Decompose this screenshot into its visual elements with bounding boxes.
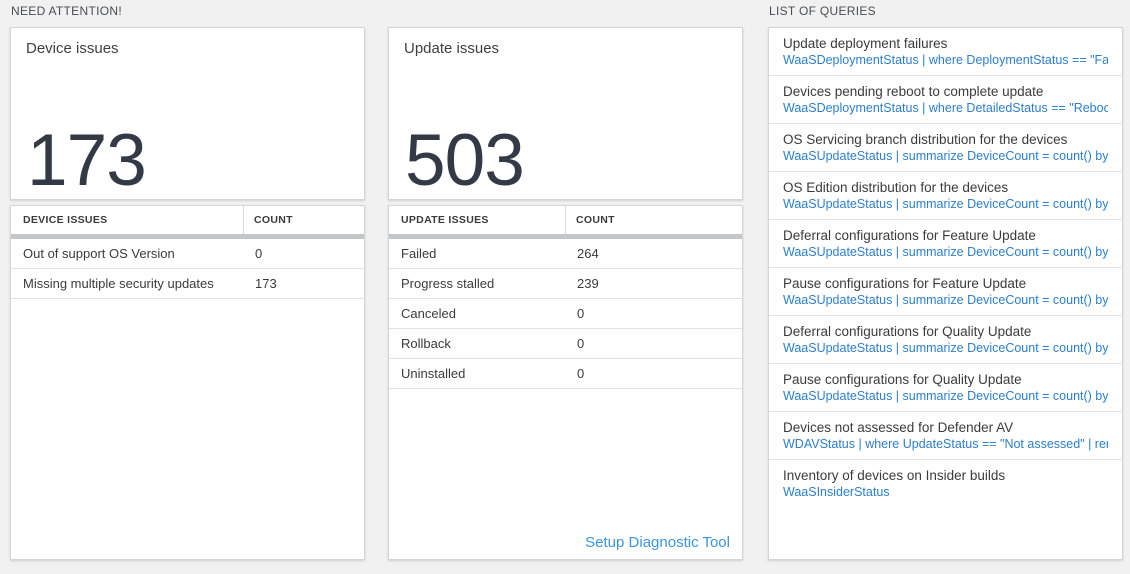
query-title: Devices not assessed for Defender AV: [783, 420, 1014, 435]
table-row[interactable]: Rollback 0: [389, 329, 742, 359]
column-header-count: COUNT: [576, 214, 615, 226]
query-text: WaaSInsiderStatus: [783, 485, 890, 499]
device-issues-title: Device issues: [26, 40, 119, 57]
query-title: Deferral configurations for Quality Upda…: [783, 324, 1032, 339]
device-issues-count: 173: [27, 120, 147, 201]
query-title: Pause configurations for Quality Update: [783, 372, 1022, 387]
device-issues-table: DEVICE ISSUES COUNT Out of support OS Ve…: [10, 205, 365, 560]
list-of-queries-section-header: LIST OF QUERIES: [769, 4, 876, 18]
query-text: WaaSUpdateStatus | summarize DeviceCount…: [783, 293, 1108, 307]
query-item[interactable]: Deferral configurations for Quality Upda…: [769, 316, 1122, 364]
table-row[interactable]: Missing multiple security updates 173: [11, 269, 364, 299]
query-item[interactable]: Deferral configurations for Feature Upda…: [769, 220, 1122, 268]
table-header-divider: [389, 234, 742, 239]
need-attention-section-header: NEED ATTENTION!: [11, 4, 122, 18]
column-header-device-issues: DEVICE ISSUES: [11, 206, 244, 234]
setup-diagnostic-tool-link[interactable]: Setup Diagnostic Tool: [585, 534, 730, 551]
update-issues-tile[interactable]: Update issues 503: [388, 27, 743, 200]
query-text: WaaSDeploymentStatus | where DetailedSta…: [783, 101, 1108, 115]
query-item[interactable]: OS Edition distribution for the devices …: [769, 172, 1122, 220]
update-issues-table-header: UPDATE ISSUES COUNT: [389, 206, 742, 234]
issue-label: Canceled: [401, 306, 456, 321]
issue-count: 0: [255, 246, 263, 261]
issue-label: Uninstalled: [401, 366, 466, 381]
query-item[interactable]: Update deployment failures WaaSDeploymen…: [769, 28, 1122, 76]
column-header-update-issues: UPDATE ISSUES: [389, 206, 566, 234]
table-row[interactable]: Failed 264: [389, 239, 742, 269]
issue-count: 0: [577, 336, 585, 351]
query-text: WaaSUpdateStatus | summarize DeviceCount…: [783, 149, 1108, 163]
issue-label: Failed: [401, 246, 437, 261]
device-issues-tile[interactable]: Device issues 173: [10, 27, 365, 200]
query-item[interactable]: Inventory of devices on Insider builds W…: [769, 460, 1122, 507]
update-issues-table: UPDATE ISSUES COUNT Failed 264 Progress …: [388, 205, 743, 560]
column-header-count: COUNT: [254, 214, 293, 226]
issue-label: Progress stalled: [401, 276, 495, 291]
table-row[interactable]: Progress stalled 239: [389, 269, 742, 299]
query-title: Update deployment failures: [783, 36, 948, 51]
query-text: WDAVStatus | where UpdateStatus == "Not …: [783, 437, 1108, 451]
query-item[interactable]: Pause configurations for Quality Update …: [769, 364, 1122, 412]
list-of-queries-panel: Update deployment failures WaaSDeploymen…: [768, 27, 1123, 560]
table-row[interactable]: Canceled 0: [389, 299, 742, 329]
query-item[interactable]: Devices not assessed for Defender AV WDA…: [769, 412, 1122, 460]
issue-count: 0: [577, 366, 585, 381]
query-title: OS Edition distribution for the devices: [783, 180, 1009, 195]
table-row[interactable]: Uninstalled 0: [389, 359, 742, 389]
issue-count: 239: [577, 276, 599, 291]
query-text: WaaSUpdateStatus | summarize DeviceCount…: [783, 245, 1108, 259]
query-title: Inventory of devices on Insider builds: [783, 468, 1006, 483]
query-title: Devices pending reboot to complete updat…: [783, 84, 1044, 99]
query-title: Pause configurations for Feature Update: [783, 276, 1027, 291]
table-header-divider: [11, 234, 364, 239]
issue-label: Missing multiple security updates: [23, 276, 214, 291]
issue-label: Out of support OS Version: [23, 246, 175, 261]
issue-count: 173: [255, 276, 277, 291]
issue-count: 264: [577, 246, 599, 261]
device-issues-table-header: DEVICE ISSUES COUNT: [11, 206, 364, 234]
query-title: OS Servicing branch distribution for the…: [783, 132, 1068, 147]
query-text: WaaSDeploymentStatus | where DeploymentS…: [783, 53, 1108, 67]
query-item[interactable]: Devices pending reboot to complete updat…: [769, 76, 1122, 124]
update-issues-title: Update issues: [404, 40, 500, 57]
issue-label: Rollback: [401, 336, 451, 351]
query-text: WaaSUpdateStatus | summarize DeviceCount…: [783, 197, 1108, 211]
query-text: WaaSUpdateStatus | summarize DeviceCount…: [783, 341, 1108, 355]
query-text: WaaSUpdateStatus | summarize DeviceCount…: [783, 389, 1108, 403]
issue-count: 0: [577, 306, 585, 321]
update-issues-count: 503: [405, 120, 525, 201]
query-title: Deferral configurations for Feature Upda…: [783, 228, 1036, 243]
query-item[interactable]: OS Servicing branch distribution for the…: [769, 124, 1122, 172]
query-item[interactable]: Pause configurations for Feature Update …: [769, 268, 1122, 316]
table-row[interactable]: Out of support OS Version 0: [11, 239, 364, 269]
